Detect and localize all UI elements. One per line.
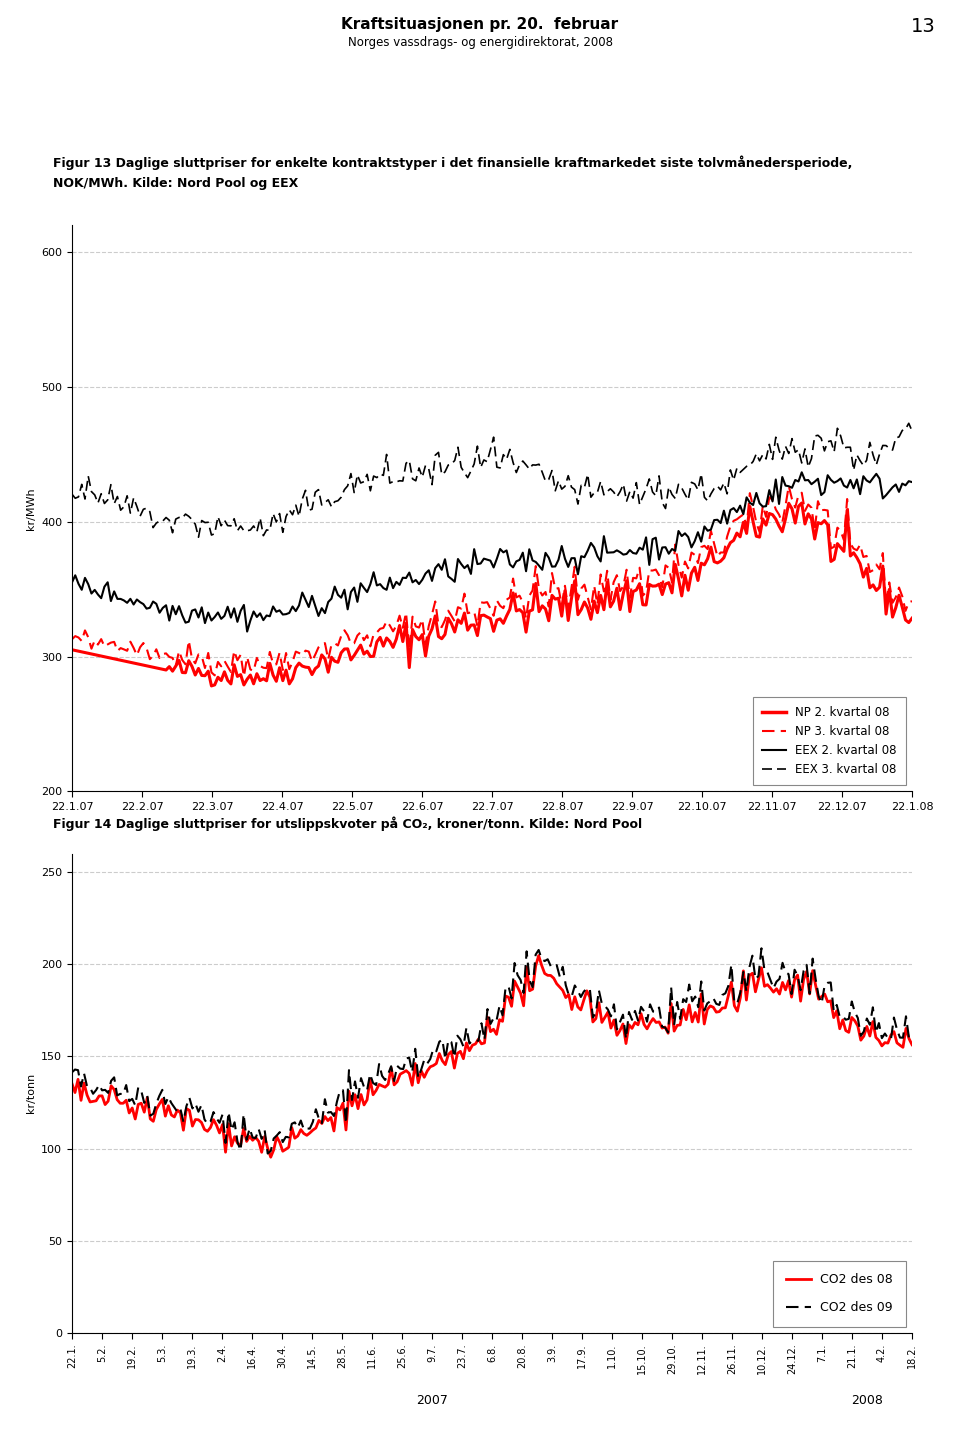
CO2 des 09 [765, 971, 777, 989]
EEX 3. kvartal 08 [186, 511, 198, 529]
EEX 2. kvartal 08 [66, 574, 78, 591]
CO2 des 08 [196, 1114, 207, 1131]
NP 2. kvartal 08 [906, 610, 918, 627]
NP 3. kvartal 08 [783, 478, 795, 495]
Y-axis label: kr/MWh: kr/MWh [26, 486, 36, 530]
NP 3. kvartal 08 [420, 636, 431, 653]
EEX 3. kvartal 08 [420, 457, 431, 475]
NP 2. kvartal 08 [747, 513, 758, 530]
Y-axis label: kr/tonn: kr/tonn [26, 1073, 36, 1114]
EEX 3. kvartal 08 [66, 485, 78, 502]
NP 3. kvartal 08 [186, 650, 198, 668]
CO2 des 08 [765, 980, 777, 998]
Text: 2007: 2007 [416, 1394, 448, 1407]
CO2 des 09 [771, 973, 782, 990]
Line: NP 2. kvartal 08: NP 2. kvartal 08 [72, 502, 912, 685]
CO2 des 09 [906, 1029, 918, 1047]
EEX 2. kvartal 08 [420, 565, 431, 582]
NP 2. kvartal 08 [167, 662, 179, 680]
NP 3. kvartal 08 [66, 630, 78, 648]
NP 2. kvartal 08 [423, 627, 435, 645]
EEX 3. kvartal 08 [903, 415, 915, 433]
CO2 des 08 [472, 1031, 484, 1048]
NP 3. kvartal 08 [747, 498, 758, 515]
CO2 des 08 [771, 980, 782, 998]
CO2 des 09 [472, 1032, 484, 1050]
NP 2. kvartal 08 [186, 658, 198, 675]
NP 3. kvartal 08 [238, 668, 250, 685]
EEX 2. kvartal 08 [167, 597, 179, 614]
Text: Kraftsituasjonen pr. 20.  februar: Kraftsituasjonen pr. 20. februar [342, 16, 618, 32]
Line: EEX 3. kvartal 08: EEX 3. kvartal 08 [72, 424, 912, 537]
CO2 des 09 [262, 1144, 274, 1162]
EEX 3. kvartal 08 [167, 524, 179, 542]
EEX 3. kvartal 08 [747, 453, 758, 470]
Text: Figur 13 Daglige sluttpriser for enkelte kontraktstyper i det finansielle kraftm: Figur 13 Daglige sluttpriser for enkelte… [53, 155, 852, 170]
EEX 3. kvartal 08 [906, 423, 918, 440]
EEX 2. kvartal 08 [906, 473, 918, 491]
Line: CO2 des 08: CO2 des 08 [72, 955, 912, 1157]
Legend: CO2 des 08, CO2 des 09: CO2 des 08, CO2 des 09 [773, 1260, 905, 1327]
EEX 2. kvartal 08 [186, 603, 198, 620]
Line: CO2 des 09: CO2 des 09 [72, 948, 912, 1153]
NP 3. kvartal 08 [874, 560, 885, 578]
Text: 13: 13 [911, 16, 936, 36]
NP 3. kvartal 08 [906, 592, 918, 610]
CO2 des 08 [906, 1037, 918, 1054]
EEX 3. kvartal 08 [193, 529, 204, 546]
CO2 des 09 [588, 1009, 599, 1027]
CO2 des 08 [551, 976, 563, 993]
NP 2. kvartal 08 [420, 648, 431, 665]
CO2 des 09 [66, 1063, 78, 1080]
NP 2. kvartal 08 [874, 578, 885, 595]
EEX 3. kvartal 08 [871, 456, 882, 473]
CO2 des 08 [590, 1009, 602, 1027]
EEX 3. kvartal 08 [423, 460, 435, 478]
NP 3. kvartal 08 [167, 649, 179, 666]
Text: NOK/MWh. Kilde: Nord Pool og EEX: NOK/MWh. Kilde: Nord Pool og EEX [53, 177, 298, 190]
CO2 des 09 [196, 1096, 207, 1114]
CO2 des 08 [533, 947, 544, 964]
EEX 2. kvartal 08 [241, 623, 252, 640]
NP 2. kvartal 08 [796, 494, 807, 511]
EEX 2. kvartal 08 [796, 463, 807, 481]
Text: Norges vassdrags- og energidirektorat, 2008: Norges vassdrags- og energidirektorat, 2… [348, 35, 612, 48]
NP 2. kvartal 08 [66, 642, 78, 659]
EEX 2. kvartal 08 [423, 562, 435, 579]
NP 2. kvartal 08 [205, 677, 217, 694]
CO2 des 09 [756, 939, 767, 957]
Line: EEX 2. kvartal 08: EEX 2. kvartal 08 [72, 472, 912, 632]
Legend: NP 2. kvartal 08, NP 3. kvartal 08, EEX 2. kvartal 08, EEX 3. kvartal 08: NP 2. kvartal 08, NP 3. kvartal 08, EEX … [753, 697, 906, 786]
EEX 2. kvartal 08 [747, 497, 758, 514]
NP 3. kvartal 08 [423, 617, 435, 635]
CO2 des 08 [66, 1074, 78, 1092]
Line: NP 3. kvartal 08: NP 3. kvartal 08 [72, 486, 912, 677]
CO2 des 09 [548, 958, 560, 976]
Text: Figur 14 Daglige sluttpriser for utslippskvoter på CO₂, kroner/tonn. Kilde: Nord: Figur 14 Daglige sluttpriser for utslipp… [53, 816, 642, 831]
EEX 2. kvartal 08 [874, 470, 885, 488]
CO2 des 08 [265, 1149, 276, 1166]
Text: 2008: 2008 [852, 1394, 883, 1407]
